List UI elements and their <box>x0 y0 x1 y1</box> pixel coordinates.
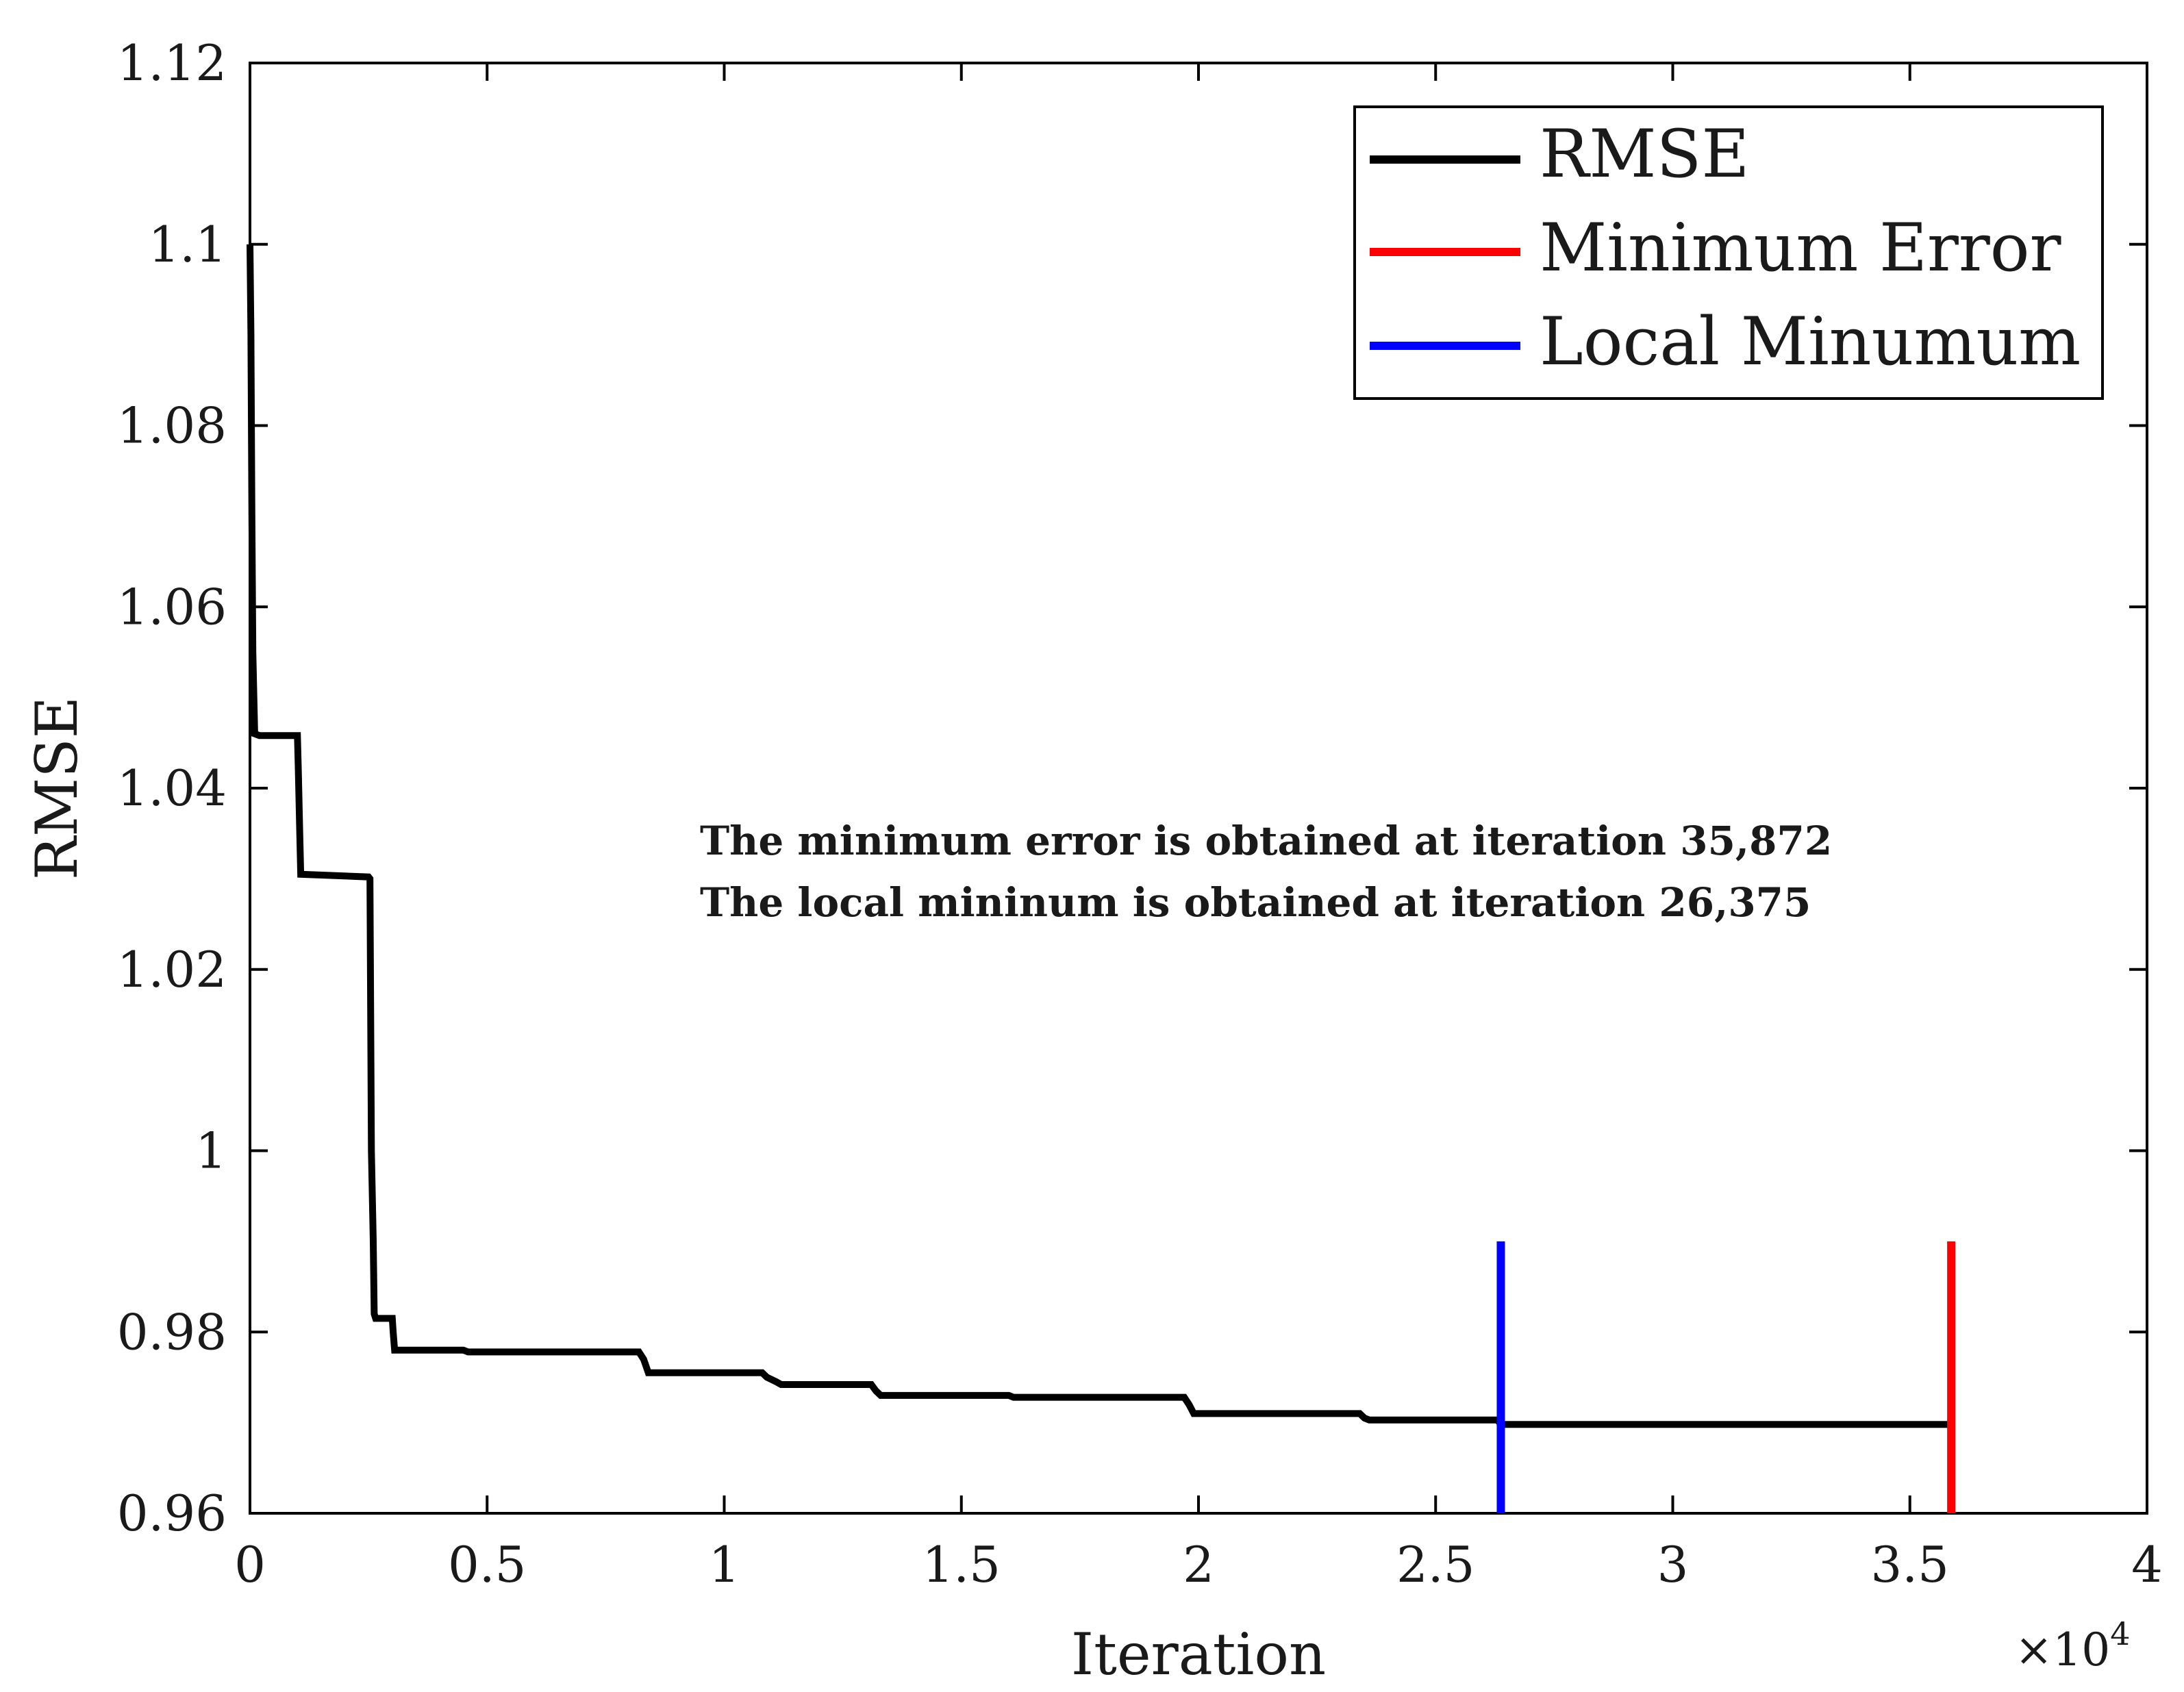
x-tick-label: 2 <box>1183 1536 1214 1593</box>
y-tick-label: 0.96 <box>117 1485 227 1542</box>
x-tick-label: 1 <box>709 1536 740 1593</box>
x-axis-exponent: ×104 <box>2015 1615 2131 1676</box>
x-tick-label: 2.5 <box>1396 1536 1475 1593</box>
axis-ticks <box>249 62 2148 1515</box>
x-axis-exponent-power: 4 <box>2110 1615 2130 1652</box>
y-axis-title: RMSE <box>23 696 90 880</box>
y-tick-label: 1.1 <box>148 216 227 273</box>
y-tick-label: 1.04 <box>117 759 227 817</box>
series-layer <box>247 244 1952 1428</box>
series-line-rmse <box>247 244 1952 1428</box>
x-tick-label: 0 <box>234 1536 266 1593</box>
annotation-minimum-error: The minimum error is obtained at iterati… <box>700 818 1832 864</box>
x-tick-label: 0.5 <box>448 1536 527 1593</box>
legend-label-minimum-error: Minimum Error <box>1540 210 2061 286</box>
x-tick-label: 3.5 <box>1870 1536 1949 1593</box>
vertical-lines-layer <box>1496 1241 1956 1513</box>
x-axis-title: Iteration <box>1071 1621 1326 1688</box>
legend-label-rmse: RMSE <box>1540 116 1749 192</box>
y-tick-label: 0.98 <box>117 1303 227 1361</box>
y-tick-labels: 0.96 0.98 1 1.02 1.04 1.06 1.08 1.1 1.12 <box>117 34 227 1542</box>
x-tick-label: 4 <box>2131 1536 2163 1593</box>
x-tick-label: 3 <box>1657 1536 1689 1593</box>
x-axis-exponent-base: ×10 <box>2015 1624 2110 1676</box>
y-tick-label: 1.02 <box>117 941 227 998</box>
y-tick-label: 1.08 <box>117 397 227 455</box>
y-tick-label: 1 <box>195 1122 227 1180</box>
x-tick-labels: 0 0.5 1 1.5 2 2.5 3 3.5 4 <box>234 1536 2163 1593</box>
annotation-local-minimum: The local mininum is obtained at iterati… <box>700 879 1811 926</box>
legend-label-local-minimum: Local Minumum <box>1540 303 2081 380</box>
y-tick-label: 1.12 <box>117 34 227 92</box>
legend: RMSE Minimum Error Local Minumum <box>1353 105 2104 400</box>
x-tick-label: 1.5 <box>922 1536 1001 1593</box>
y-tick-label: 1.06 <box>117 578 227 635</box>
